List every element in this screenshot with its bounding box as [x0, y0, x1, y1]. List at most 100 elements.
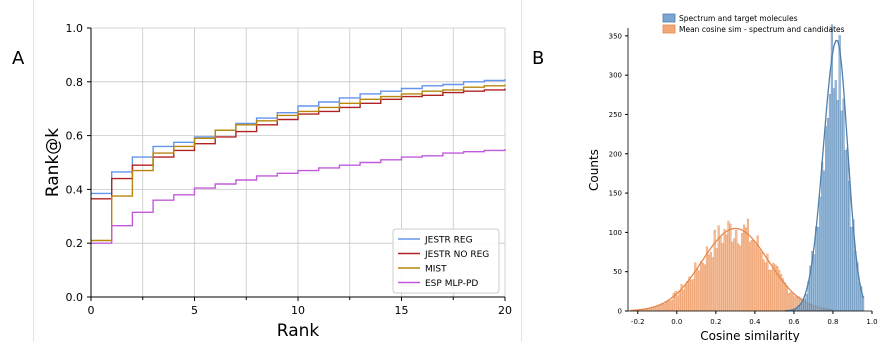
y-tick-label: 150: [609, 190, 622, 198]
x-axis-label: Cosine similarity: [700, 329, 799, 342]
histogram-bar-0: [828, 93, 831, 312]
y-tick-label: 300: [609, 72, 622, 80]
histogram-bar-1: [688, 276, 691, 312]
histogram-bar-1: [789, 292, 792, 312]
histogram-bar-0: [826, 117, 830, 312]
histogram-bar-1: [662, 303, 666, 312]
y-tick-label: 0.2: [66, 237, 84, 250]
histogram-bar-0: [823, 170, 826, 312]
y-tick-label: 0.0: [66, 291, 84, 304]
histogram-bar-0: [805, 293, 808, 312]
histogram-bar-1: [702, 263, 705, 312]
y-tick-label: 200: [609, 150, 622, 158]
legend-label-0: JESTR REG: [424, 236, 473, 246]
histogram-bar-1: [719, 236, 722, 312]
x-tick-label: 0.8: [827, 318, 838, 326]
histogram-bar-1: [666, 300, 669, 312]
histogram-bar-0: [832, 88, 835, 312]
y-axis-label: Rank@k: [43, 128, 63, 197]
histogram-bar-0: [836, 100, 839, 312]
legend-label-1: Mean cosine sim - spectrum and candidate…: [679, 25, 845, 34]
panel-a-label: A: [12, 48, 25, 69]
histogram-bar-1: [655, 306, 658, 312]
histogram-bar-1: [721, 243, 724, 312]
histogram-bar-0: [842, 98, 845, 312]
x-tick-label: 10: [291, 304, 305, 317]
histogram-bar-1: [743, 224, 746, 312]
histogram-bar-0: [844, 150, 847, 312]
histogram-bar-1: [659, 305, 662, 312]
histogram-bar-0: [858, 282, 861, 312]
histogram-bar-1: [758, 249, 761, 312]
histogram-bar-1: [670, 300, 673, 312]
histogram-bar-1: [696, 269, 699, 312]
histogram-bar-0: [848, 181, 851, 312]
x-tick-label: 0.4: [749, 318, 761, 326]
histogram-bar-1: [711, 257, 714, 312]
histogram-bar-1: [787, 293, 790, 312]
x-tick-label: 1.0: [866, 318, 877, 326]
y-tick-label: 1.0: [66, 22, 84, 35]
histogram-bar-1: [760, 252, 763, 312]
histogram-bar-1: [754, 244, 757, 312]
histogram-bar-1: [692, 279, 695, 312]
histogram-bar-1: [791, 293, 794, 312]
histogram-bar-0: [815, 226, 818, 312]
y-tick-label: 0.4: [66, 183, 84, 196]
histogram-bar-0: [825, 126, 828, 312]
histogram-bar-1: [741, 233, 744, 312]
histogram-bar-1: [750, 239, 753, 312]
series-line-3: [91, 149, 506, 244]
histogram-bar-1: [727, 220, 730, 312]
series-line-0: [91, 79, 506, 195]
histogram-bar-0: [801, 302, 804, 312]
x-tick-label: 0.6: [788, 318, 800, 326]
histogram-bar-1: [676, 295, 679, 312]
histogram-bar-0: [821, 162, 824, 312]
x-tick-label: 20: [498, 304, 512, 317]
legend-label-1: JESTR NO REG: [424, 250, 489, 260]
histogram-bar-1: [772, 263, 775, 312]
histogram-bar-1: [764, 262, 767, 312]
histogram-bar-0: [850, 226, 853, 312]
kde-curve-0: [785, 39, 864, 312]
histogram-bar-1: [752, 240, 755, 312]
y-tick-label: 0.6: [66, 130, 84, 143]
y-tick-label: 0.8: [66, 76, 84, 89]
y-tick-label: 250: [609, 111, 622, 119]
histogram-bar-1: [729, 223, 732, 312]
histogram-bar-1: [684, 285, 687, 312]
histogram-bar-1: [698, 270, 701, 312]
x-axis-label: Rank: [277, 321, 320, 341]
legend-label-0: Spectrum and target molecules: [679, 14, 798, 23]
histogram-bar-1: [686, 280, 689, 312]
histogram-bar-0: [799, 304, 802, 312]
histogram-bar-1: [705, 246, 708, 312]
series-line-2: [91, 84, 506, 242]
histogram-bar-1: [762, 259, 765, 312]
legend-label-2: MIST: [425, 265, 447, 275]
x-tick-label: 0: [88, 304, 95, 317]
panel-b-label: B: [532, 48, 544, 69]
left-margin-line: [33, 0, 34, 342]
histogram-bar-1: [678, 291, 681, 312]
y-tick-label: 350: [609, 32, 622, 40]
histogram-bar-0: [854, 251, 857, 312]
histogram-bar-1: [731, 241, 734, 312]
histogram-bar-1: [709, 252, 712, 312]
histogram-bar-1: [733, 238, 736, 312]
histogram-bar-0: [838, 35, 841, 312]
histogram-bar-1: [668, 300, 671, 312]
y-tick-label: 100: [609, 229, 622, 237]
histogram-bar-0: [819, 196, 822, 312]
panel-divider: [521, 0, 522, 342]
histogram-bar-1: [700, 261, 703, 312]
histogram-bar-1: [682, 289, 685, 312]
histogram-bar-0: [813, 254, 816, 312]
histogram-bar-1: [723, 228, 726, 312]
histogram-bar-0: [840, 110, 843, 312]
rank-at-k-chart: 0 5 10 15 20 0.0 0.2 0.4 0.6 0.8 1.0 Rank Rank@k JEST…: [43, 22, 512, 341]
legend-swatch-0: [662, 13, 676, 23]
histogram-bar-0: [846, 147, 849, 312]
x-tick-label: 15: [395, 304, 409, 317]
